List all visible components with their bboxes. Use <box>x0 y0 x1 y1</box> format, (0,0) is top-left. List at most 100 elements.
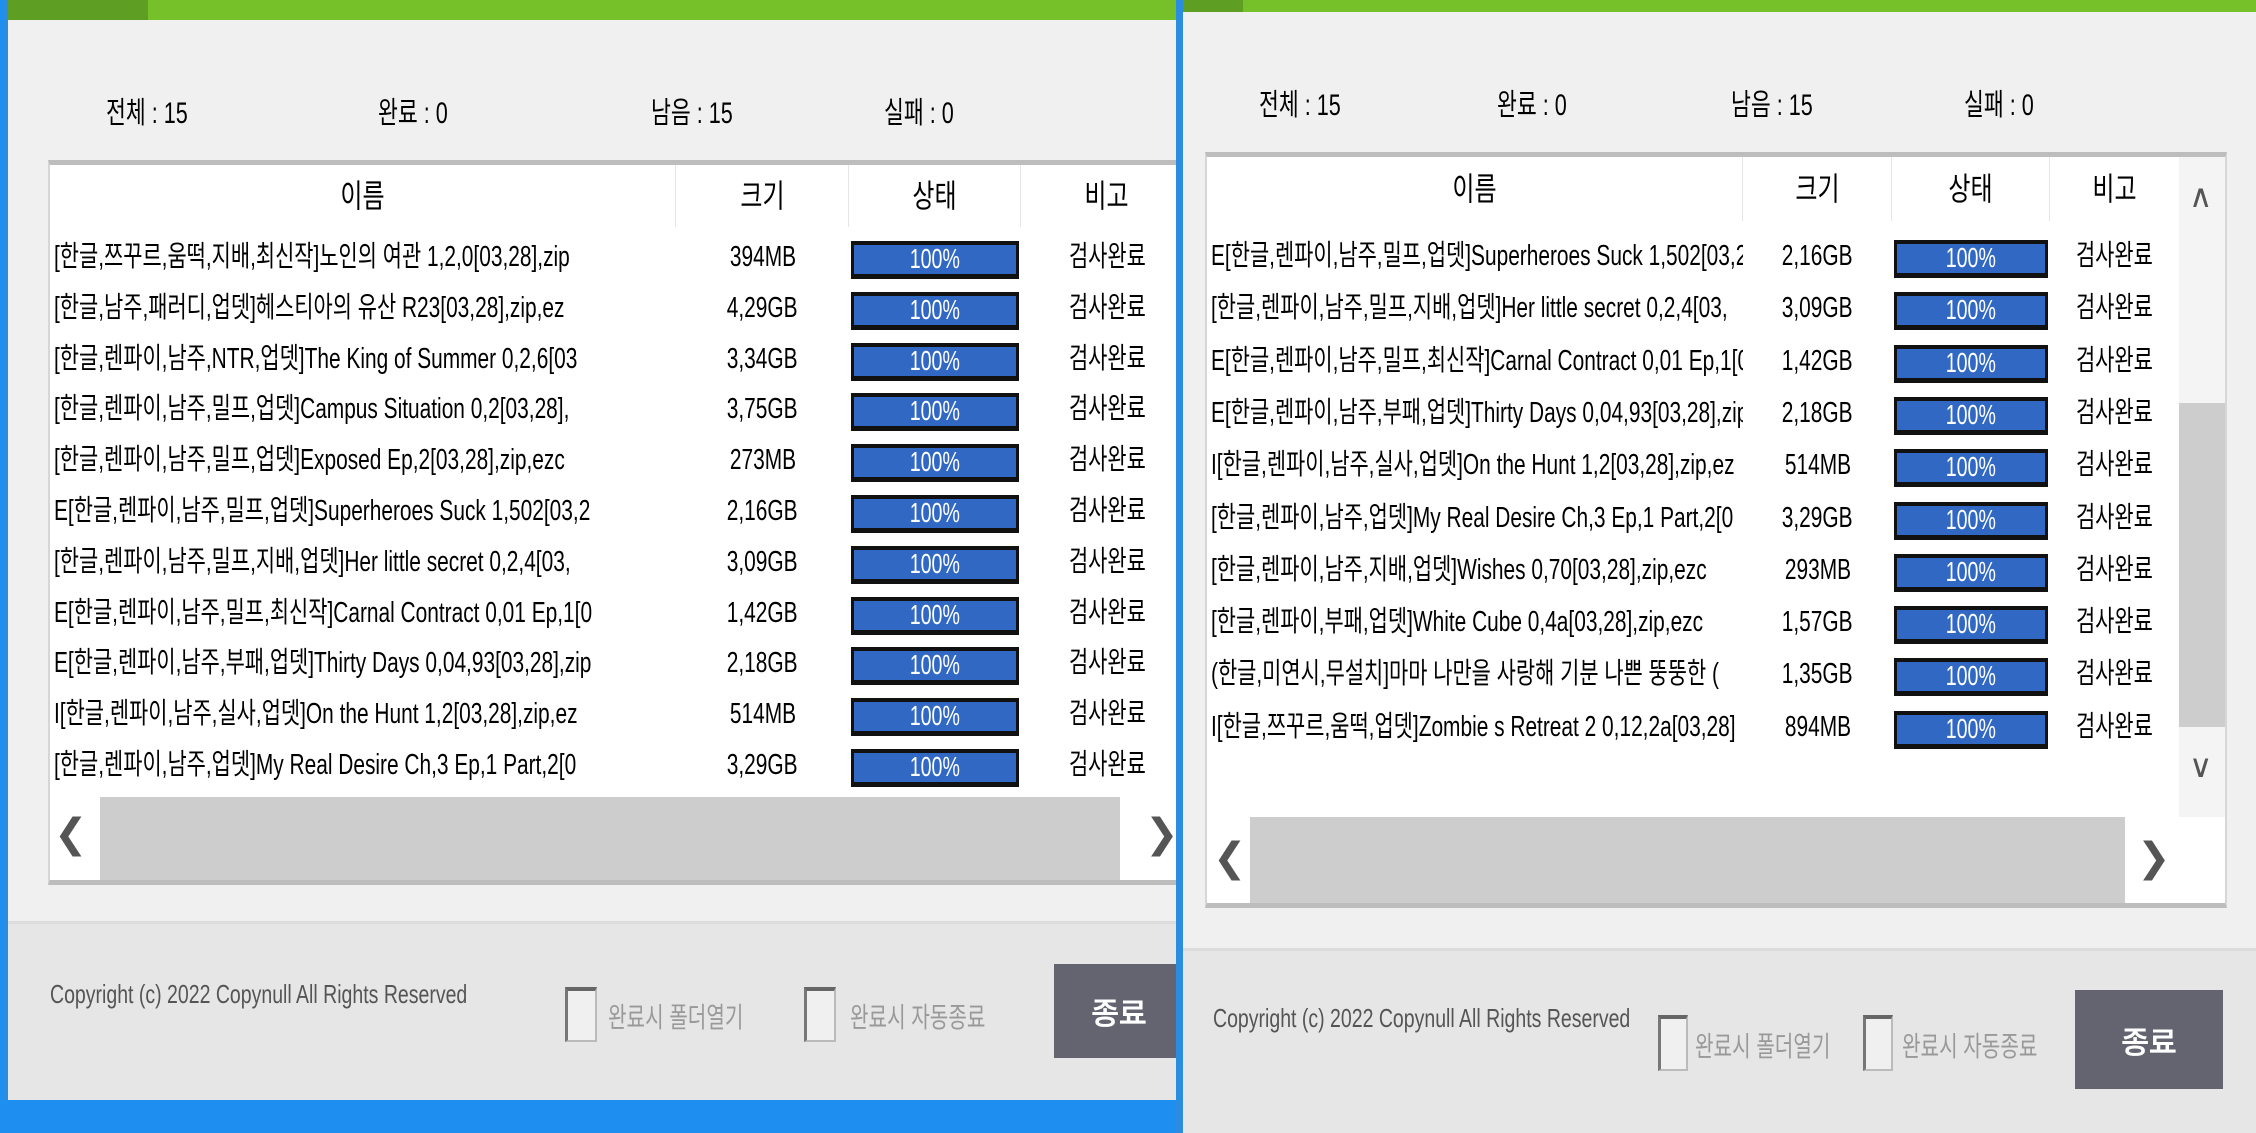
column-header-note[interactable]: 비고 <box>2092 171 2137 207</box>
file-size: 514MB <box>1784 449 1851 482</box>
table-row[interactable]: [한글,렌파이,남주,밀프,업뎃]Campus Situation 0,2[03… <box>50 385 1176 437</box>
stat-failed: 실패 : 0 <box>1964 89 2034 122</box>
auto-exit-label[interactable]: 완료시 자동종료 <box>850 1002 986 1033</box>
open-folder-label[interactable]: 완료시 폴더열기 <box>608 1002 744 1033</box>
table-header: 이름 크기 상태 비고 <box>1207 157 2225 221</box>
column-header-name[interactable]: 이름 <box>1207 157 1743 221</box>
footer: Copyright (c) 2022 Copynull All Rights R… <box>1183 948 2256 1133</box>
progress-label: 100% <box>909 293 961 325</box>
file-name: [한글,렌파이,남주,업뎃]My Real Desire Ch,3 Ep,1 P… <box>1211 501 1734 534</box>
scroll-left-icon[interactable]: ❮ <box>54 811 88 857</box>
close-button[interactable]: 종료 <box>1054 964 1176 1058</box>
file-name: I[한글,렌파이,남주,실사,업뎃]On the Hunt 1,2[03,28]… <box>1211 449 1735 482</box>
progress-label: 100% <box>1945 503 1997 535</box>
table-row[interactable]: E[한글,렌파이,남주,밀프,업뎃]Superheroes Suck 1,502… <box>50 487 1176 539</box>
file-table: 이름 크기 상태 비고 [한글,쯔꾸르,움떡,지배,최신작]노인의 여관 1,2… <box>48 160 1176 885</box>
progress-label: 100% <box>909 751 961 782</box>
scroll-right-icon[interactable]: ❯ <box>1145 811 1176 857</box>
auto-exit-checkbox[interactable] <box>1863 1015 1893 1071</box>
scrollbar-track[interactable] <box>1250 817 2125 903</box>
table-row[interactable]: [한글,쯔꾸르,움떡,지배,최신작]노인의 여관 1,2,0[03,28],zi… <box>50 233 1176 285</box>
stat-remaining: 남음 : 15 <box>1731 89 1813 122</box>
progress-label: 100% <box>909 700 961 732</box>
progress-label: 100% <box>1945 242 1997 273</box>
progress-label: 100% <box>1945 294 1997 326</box>
progress-label: 100% <box>909 598 961 630</box>
file-name: [한글,쯔꾸르,움떡,지배,최신작]노인의 여관 1,2,0[03,28],zi… <box>54 241 570 273</box>
progress-bar: 100% <box>1894 449 2048 488</box>
file-name: E[한글,렌파이,남주,밀프,최신작]Carnal Contract 0,01 … <box>1211 344 1743 377</box>
open-folder-checkbox[interactable] <box>1658 1015 1688 1071</box>
file-name: (한글,미연시,무설치]마마 나만을 사랑해 기분 나쁜 뚱뚱한 ( <box>1211 658 1719 691</box>
horizontal-scrollbar[interactable]: ❮ ❯ <box>50 797 1176 880</box>
auto-exit-checkbox[interactable] <box>804 987 836 1042</box>
table-header: 이름 크기 상태 비고 <box>50 165 1176 227</box>
note: 검사완료 <box>1068 241 1146 273</box>
scrollbar-thumb[interactable] <box>2179 403 2225 727</box>
left-window: 전체 : 15 완료 : 0 남음 : 15 실패 : 0 이름 크기 상태 비… <box>4 0 1176 1100</box>
table-row[interactable]: E[한글,렌파이,남주,밀프,최신작]Carnal Contract 0,01 … <box>1207 337 2225 389</box>
table-row[interactable]: [한글,렌파이,남주,NTR,업뎃]The King of Summer 0,2… <box>50 335 1176 387</box>
open-folder-label[interactable]: 완료시 폴더열기 <box>1695 1031 1831 1062</box>
stat-remaining: 남음 : 15 <box>651 97 733 130</box>
note: 검사완료 <box>2076 292 2153 325</box>
progress-label: 100% <box>1945 346 1997 378</box>
column-header-status[interactable]: 상태 <box>849 165 1021 227</box>
scrollbar-track[interactable] <box>100 797 1120 880</box>
file-size: 2,16GB <box>1782 240 1853 272</box>
copyright-text: Copyright (c) 2022 Copynull All Rights R… <box>1213 1003 1631 1033</box>
file-size: 3,29GB <box>727 749 798 781</box>
table-row[interactable]: [한글,남주,패러디,업뎃]헤스티아의 유산 R23[03,28],zip,ez… <box>50 284 1176 336</box>
note: 검사완료 <box>1068 444 1146 477</box>
progress-bar: 100% <box>1894 553 2048 592</box>
file-name: [한글,렌파이,남주,밀프,지배,업뎃]Her little secret 0,… <box>54 545 571 578</box>
table-row[interactable]: E[한글,렌파이,남주,부패,업뎃]Thirty Days 0,04,93[03… <box>50 639 1176 691</box>
progress-label: 100% <box>909 497 961 528</box>
column-header-note[interactable]: 비고 <box>1021 165 1176 227</box>
table-row[interactable]: E[한글,렌파이,남주,밀프,최신작]Carnal Contract 0,01 … <box>50 589 1176 641</box>
file-name: E[한글,렌파이,남주,밀프,최신작]Carnal Contract 0,01 … <box>54 596 593 629</box>
scroll-up-icon[interactable]: ∧ <box>2189 177 2213 215</box>
column-header-status[interactable]: 상태 <box>1892 157 2050 221</box>
table-row[interactable]: I[한글,렌파이,남주,실사,업뎃]On the Hunt 1,2[03,28]… <box>1207 441 2225 493</box>
progress-bar: 100% <box>851 393 1019 432</box>
file-size: 2,18GB <box>1782 396 1853 429</box>
scroll-right-icon[interactable]: ❯ <box>2137 835 2171 881</box>
file-size: 2,16GB <box>727 495 798 527</box>
stat-done: 완료 : 0 <box>378 97 448 130</box>
column-header-size[interactable]: 크기 <box>676 165 849 227</box>
file-table: 이름 크기 상태 비고 E[한글,렌파이,남주,밀프,업뎃]Superheroe… <box>1205 152 2227 908</box>
progress-bar: 100% <box>1894 658 2048 697</box>
vertical-scrollbar[interactable]: ∧ ∨ <box>2179 157 2225 817</box>
close-button[interactable]: 종료 <box>2075 990 2223 1089</box>
file-size: 1,42GB <box>727 596 798 629</box>
progress-label: 100% <box>909 547 961 579</box>
table-row[interactable]: [한글,렌파이,남주,밀프,지배,업뎃]Her little secret 0,… <box>50 538 1176 590</box>
table-row[interactable]: E[한글,렌파이,남주,부패,업뎃]Thirty Days 0,04,93[03… <box>1207 389 2225 441</box>
table-row[interactable]: E[한글,렌파이,남주,밀프,업뎃]Superheroes Suck 1,502… <box>1207 232 2225 284</box>
table-row[interactable]: I[한글,쯔꾸르,움떡,업뎃]Zombie s Retreat 2 0,12,2… <box>1207 703 2225 755</box>
column-header-size[interactable]: 크기 <box>1743 157 1892 221</box>
horizontal-scrollbar[interactable]: ❮ ❯ <box>1207 817 2225 903</box>
table-row[interactable]: [한글,렌파이,남주,업뎃]My Real Desire Ch,3 Ep,1 P… <box>50 741 1176 793</box>
progress-bar: 100% <box>851 495 1019 533</box>
table-row[interactable]: [한글,렌파이,남주,업뎃]My Real Desire Ch,3 Ep,1 P… <box>1207 494 2225 546</box>
table-row[interactable]: [한글,렌파이,부패,업뎃]White Cube 0,4a[03,28],zip… <box>1207 598 2225 650</box>
stat-total: 전체 : 15 <box>1259 89 1341 122</box>
table-row[interactable]: [한글,렌파이,남주,지배,업뎃]Wishes 0,70[03,28],zip,… <box>1207 546 2225 598</box>
scroll-down-icon[interactable]: ∨ <box>2189 747 2213 785</box>
scroll-left-icon[interactable]: ❮ <box>1213 835 1247 881</box>
table-row[interactable]: I[한글,렌파이,남주,실사,업뎃]On the Hunt 1,2[03,28]… <box>50 690 1176 742</box>
file-size: 2,18GB <box>727 647 798 680</box>
progress-bar: 100% <box>851 647 1019 686</box>
table-row[interactable]: [한글,렌파이,남주,밀프,업뎃]Exposed Ep,2[03,28],zip… <box>50 436 1176 488</box>
table-row[interactable]: (한글,미연시,무설치]마마 나만을 사랑해 기분 나쁜 뚱뚱한 (1,35GB… <box>1207 650 2225 702</box>
open-folder-checkbox[interactable] <box>565 987 597 1042</box>
note: 검사완료 <box>2076 396 2153 429</box>
progress-bar: 100% <box>851 749 1019 787</box>
column-header-name[interactable]: 이름 <box>50 165 676 227</box>
auto-exit-label[interactable]: 완료시 자동종료 <box>1902 1031 2038 1062</box>
file-name: [한글,렌파이,남주,밀프,지배,업뎃]Her little secret 0,… <box>1211 292 1728 325</box>
table-row[interactable]: [한글,렌파이,남주,밀프,지배,업뎃]Her little secret 0,… <box>1207 284 2225 336</box>
file-name: [한글,렌파이,남주,밀프,업뎃]Exposed Ep,2[03,28],zip… <box>54 444 565 477</box>
